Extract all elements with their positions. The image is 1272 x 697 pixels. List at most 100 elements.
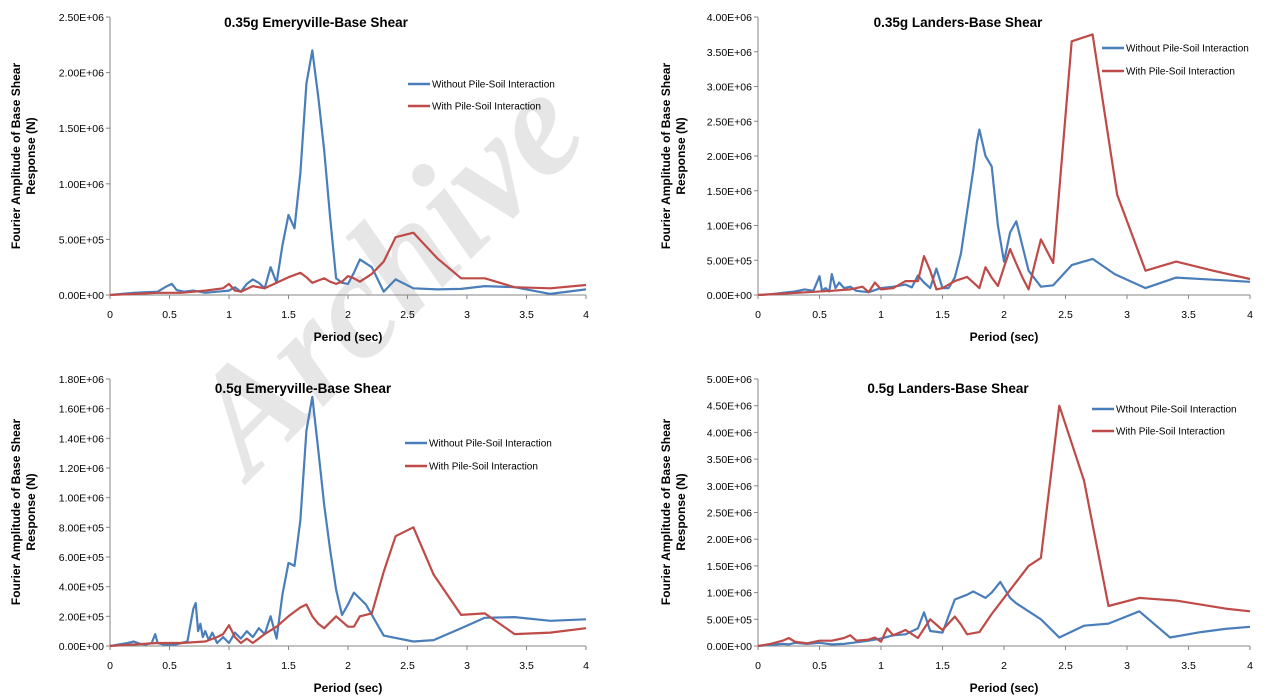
legend-label: Wthout Pile-Soil Interaction [1116,405,1237,416]
legend-label: With Pile-Soil Interaction [1126,67,1235,78]
x-tick-label: 2 [1001,309,1007,321]
y-tick-label: 1.00E+06 [59,179,104,191]
y-tick-label: 1.50E+06 [59,123,104,135]
y-tick-label: 0.00E+00 [59,641,104,653]
y-axis-label-line: Fourier Amplitude of Base Shear [9,63,23,250]
y-tick-label: 0.00E+00 [59,290,104,302]
x-tick-label: 2.5 [400,309,415,321]
legend-label: Without Pile-Soil Interaction [429,439,552,450]
y-tick-label: 5.00E+05 [707,255,752,267]
y-tick-label: 1.50E+06 [707,186,752,198]
y-axis-label: Fourier Amplitude of Base ShearResponse … [659,419,688,606]
x-tick-label: 1.5 [935,660,950,672]
y-axis-label-line: Response (N) [24,473,38,550]
series-line-with-interaction [758,404,1251,647]
y-tick-label: 2.50E+06 [59,12,104,24]
x-tick-label: 1 [226,309,232,321]
y-tick-label: 2.50E+06 [707,116,752,128]
legend-label: Without Pile-Soil Interaction [1126,44,1249,55]
y-tick-label: 1.50E+06 [707,561,752,573]
y-tick-label: 3.00E+06 [707,481,752,493]
x-tick-label: 1 [878,660,884,672]
series-line-with-interaction [110,526,587,647]
x-tick-label: 1.5 [281,660,296,672]
y-axis-label-line: Response (N) [24,117,38,194]
y-tick-label: 2.00E+06 [707,534,752,546]
series-line-with-interaction [758,33,1251,296]
x-tick-label: 0 [107,309,113,321]
x-tick-label: 3 [464,660,470,672]
y-axis-label-line: Response (N) [674,117,688,194]
x-tick-label: 4 [1247,660,1253,672]
x-tick-label: 2 [345,660,351,672]
y-tick-label: 1.00E+06 [707,221,752,233]
x-axis-label: Period (sec) [314,681,383,695]
x-tick-label: 1 [226,660,232,672]
chart-title: 0.5g Landers-Base Shear [867,381,1029,396]
y-tick-label: 3.50E+06 [707,454,752,466]
x-tick-label: 0 [755,309,761,321]
chart-title: 0.5g Emeryville-Base Shear [215,381,392,396]
x-tick-label: 3.5 [1181,309,1196,321]
y-axis-label: Fourier Amplitude of Base ShearResponse … [9,63,38,250]
x-tick-label: 3.5 [519,309,534,321]
y-axis-label: Fourier Amplitude of Base ShearResponse … [9,419,38,606]
y-axis-label: Fourier Amplitude of Base ShearResponse … [659,63,688,250]
x-tick-label: 0.5 [162,660,177,672]
y-tick-label: 1.00E+06 [707,588,752,600]
x-axis-label: Period (sec) [314,330,383,344]
chart-panel: 0.00E+00 5.00E+05 1.00E+06 1.50E+06 2.00E+06… [659,374,1253,695]
y-tick-label: 4.50E+06 [707,401,752,413]
y-tick-label: 2.00E+05 [59,611,104,623]
legend-label: With Pile-Soil Interaction [1116,427,1225,438]
y-axis-label-line: Fourier Amplitude of Base Shear [659,63,673,250]
y-tick-label: 1.40E+06 [59,433,104,445]
y-tick-label: 1.20E+06 [59,463,104,475]
legend-label: With Pile-Soil Interaction [432,102,541,113]
x-tick-label: 0 [755,660,761,672]
y-axis-label-line: Fourier Amplitude of Base Shear [659,419,673,606]
y-tick-label: 4.00E+05 [59,582,104,594]
y-tick-label: 4.00E+06 [707,12,752,24]
x-tick-label: 2.5 [1058,309,1073,321]
y-tick-label: 8.00E+05 [59,522,104,534]
y-tick-label: 1.00E+06 [59,493,104,505]
y-tick-label: 1.60E+06 [59,404,104,416]
y-tick-label: 0.00E+00 [707,290,752,302]
y-tick-label: 4.00E+06 [707,427,752,439]
legend-label: Without Pile-Soil Interaction [432,80,555,91]
x-tick-label: 3.5 [1181,660,1196,672]
y-tick-label: 5.00E+06 [707,374,752,386]
chart-title: 0.35g Landers-Base Shear [874,15,1044,30]
chart-grid: 0.00E+00 5.00E+05 1.00E+06 1.50E+06 2.00E+06… [9,12,1253,695]
y-tick-label: 3.50E+06 [707,47,752,59]
x-tick-label: 3 [1124,660,1130,672]
x-tick-label: 1.5 [281,309,296,321]
x-tick-label: 2.5 [1058,660,1073,672]
x-tick-label: 4 [1247,309,1253,321]
x-axis-label: Period (sec) [970,330,1039,344]
x-tick-label: 3.5 [519,660,534,672]
x-tick-label: 1.5 [935,309,950,321]
series-line-without-interaction [758,580,1251,647]
x-tick-label: 4 [583,660,589,672]
series-line-without-interaction [110,395,587,647]
y-tick-label: 6.00E+05 [59,552,104,564]
chart-title: 0.35g Emeryville-Base Shear [224,15,409,30]
legend-label: With Pile-Soil Interaction [429,462,538,473]
x-tick-label: 0.5 [162,309,177,321]
x-tick-label: 0 [107,660,113,672]
y-tick-label: 0.00E+00 [707,641,752,653]
x-tick-label: 2 [345,309,351,321]
x-tick-label: 0.5 [812,309,827,321]
y-tick-label: 2.00E+06 [707,151,752,163]
y-tick-label: 1.80E+06 [59,374,104,386]
x-tick-label: 3 [464,309,470,321]
x-tick-label: 3 [1124,309,1130,321]
x-tick-label: 1 [878,309,884,321]
x-tick-label: 4 [583,309,589,321]
x-tick-label: 0.5 [812,660,827,672]
y-tick-label: 5.00E+05 [707,614,752,626]
chart-panel: 0.00E+00 2.00E+05 4.00E+05 6.00E+05 8.00E+05… [9,374,589,695]
